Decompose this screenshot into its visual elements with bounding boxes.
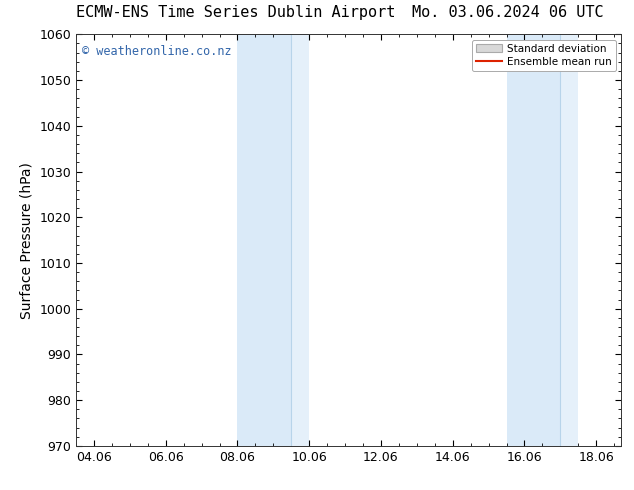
Y-axis label: Surface Pressure (hPa): Surface Pressure (hPa): [20, 162, 34, 318]
Bar: [291, 34, 309, 446]
Bar: [507, 34, 560, 446]
Bar: [560, 34, 578, 446]
Text: Mo. 03.06.2024 06 UTC: Mo. 03.06.2024 06 UTC: [412, 4, 604, 20]
Text: ECMW-ENS Time Series Dublin Airport: ECMW-ENS Time Series Dublin Airport: [76, 4, 396, 20]
Bar: [238, 34, 291, 446]
Text: © weatheronline.co.nz: © weatheronline.co.nz: [82, 45, 231, 58]
Legend: Standard deviation, Ensemble mean run: Standard deviation, Ensemble mean run: [472, 40, 616, 71]
